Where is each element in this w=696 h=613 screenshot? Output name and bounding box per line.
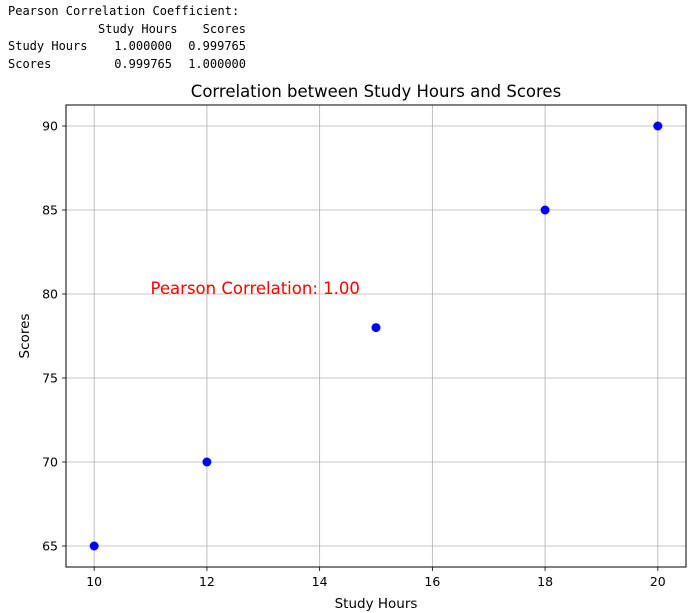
console-cell: 0.999765 <box>114 56 172 71</box>
chart-title: Correlation between Study Hours and Scor… <box>191 82 561 101</box>
console-header-row: Study Hours Scores <box>8 21 246 39</box>
y-axis-ticks: 65 70 75 80 85 90 <box>42 119 66 554</box>
y-tick-label: 65 <box>42 539 58 554</box>
annotation-layer: Pearson Correlation: 1.00 <box>151 279 360 298</box>
console-output: Pearson Correlation Coefficient: Study H… <box>8 3 246 73</box>
data-point <box>89 541 99 551</box>
x-tick-label: 14 <box>312 574 328 589</box>
plot-frame <box>65 104 687 568</box>
console-heading: Pearson Correlation Coefficient: <box>8 4 240 18</box>
console-cell: 1.000000 <box>188 56 246 71</box>
x-axis-ticks: 10 12 14 16 18 20 <box>86 567 666 589</box>
x-tick-label: 18 <box>537 574 553 589</box>
console-column-header: Scores <box>202 21 246 36</box>
y-axis-label: Scores <box>17 314 33 359</box>
y-tick-label: 70 <box>42 455 58 470</box>
y-tick-label: 85 <box>42 203 58 218</box>
x-axis-label: Study Hours <box>335 596 418 612</box>
data-point <box>371 323 381 333</box>
console-row: Study Hours 1.000000 0.999765 <box>8 38 246 56</box>
console-column-header: Study Hours <box>98 21 178 36</box>
console-row: Scores 0.999765 1.000000 <box>8 56 246 74</box>
data-point <box>202 457 212 467</box>
console-cell: 0.999765 <box>188 39 246 53</box>
y-tick-label: 90 <box>42 119 58 134</box>
data-point <box>540 205 550 215</box>
correlation-annotation: Pearson Correlation: 1.00 <box>151 279 360 298</box>
console-row-label: Study Hours <box>8 39 88 53</box>
x-tick-label: 20 <box>650 574 666 589</box>
x-tick-label: 12 <box>199 574 215 589</box>
y-tick-label: 75 <box>42 371 58 386</box>
grid-lines <box>66 105 686 567</box>
data-points <box>89 121 663 551</box>
console-row-label: Scores <box>8 56 52 71</box>
x-tick-label: 10 <box>86 574 102 589</box>
y-tick-label: 80 <box>42 287 58 302</box>
x-tick-label: 16 <box>424 574 440 589</box>
console-cell: 1.000000 <box>114 39 172 53</box>
data-point <box>653 121 663 131</box>
